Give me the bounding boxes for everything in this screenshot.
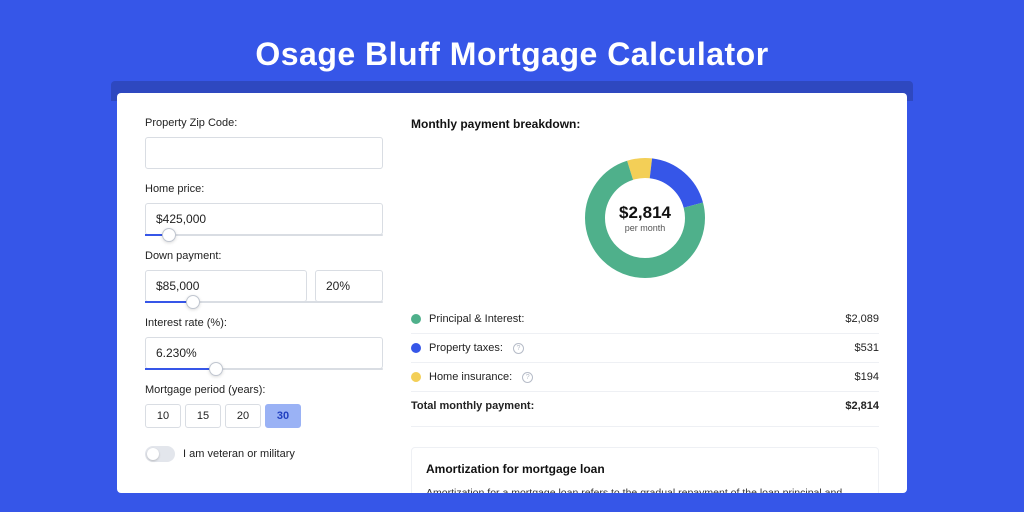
info-icon[interactable]: ? <box>522 372 533 383</box>
info-icon[interactable]: ? <box>513 343 524 354</box>
zip-group: Property Zip Code: <box>145 117 383 169</box>
legend-label: Property taxes: <box>429 342 503 354</box>
legend-value: $194 <box>855 371 879 383</box>
interest-input[interactable] <box>145 337 383 369</box>
interest-group: Interest rate (%): <box>145 317 383 370</box>
legend-value: $531 <box>855 342 879 354</box>
slider-thumb[interactable] <box>209 362 223 376</box>
legend-label: Home insurance: <box>429 371 512 383</box>
slider-thumb[interactable] <box>162 228 176 242</box>
legend-row: Principal & Interest: $2,089 <box>411 305 879 334</box>
home-price-group: Home price: <box>145 183 383 236</box>
down-payment-pct-input[interactable] <box>315 270 383 302</box>
page-title: Osage Bluff Mortgage Calculator <box>0 36 1024 73</box>
down-payment-slider[interactable] <box>145 301 383 303</box>
legend-row: Home insurance:? $194 <box>411 363 879 392</box>
total-label: Total monthly payment: <box>411 400 534 412</box>
amortization-heading: Amortization for mortgage loan <box>426 462 864 476</box>
period-button-20[interactable]: 20 <box>225 404 261 428</box>
veteran-label: I am veteran or military <box>183 448 295 460</box>
legend-label: Principal & Interest: <box>429 313 524 325</box>
down-payment-label: Down payment: <box>145 250 383 262</box>
period-button-15[interactable]: 15 <box>185 404 221 428</box>
legend-total-row: Total monthly payment: $2,814 <box>411 392 879 420</box>
amortization-card: Amortization for mortgage loan Amortizat… <box>411 447 879 493</box>
total-value: $2,814 <box>845 400 879 412</box>
calculator-card: Property Zip Code: Home price: Down paym… <box>117 93 907 493</box>
legend-row: Property taxes:? $531 <box>411 334 879 363</box>
home-price-input[interactable] <box>145 203 383 235</box>
home-price-slider[interactable] <box>145 234 383 236</box>
legend-value: $2,089 <box>845 313 879 325</box>
slider-thumb[interactable] <box>186 295 200 309</box>
toggle-knob <box>147 448 159 460</box>
donut-sub: per month <box>619 223 671 233</box>
zip-label: Property Zip Code: <box>145 117 383 129</box>
veteran-toggle[interactable] <box>145 446 175 462</box>
veteran-toggle-row: I am veteran or military <box>145 446 383 462</box>
amortization-body: Amortization for a mortgage loan refers … <box>426 486 864 493</box>
zip-input[interactable] <box>145 137 383 169</box>
breakdown-panel: Monthly payment breakdown: $2,814 per mo… <box>411 117 879 453</box>
legend-dot <box>411 314 421 324</box>
home-price-label: Home price: <box>145 183 383 195</box>
form-panel: Property Zip Code: Home price: Down paym… <box>145 117 383 453</box>
period-button-30[interactable]: 30 <box>265 404 301 428</box>
down-payment-group: Down payment: <box>145 250 383 303</box>
period-button-10[interactable]: 10 <box>145 404 181 428</box>
donut-amount: $2,814 <box>619 203 671 223</box>
donut-chart: $2,814 per month <box>411 143 879 293</box>
period-group: Mortgage period (years): 10152030 <box>145 384 383 428</box>
interest-slider[interactable] <box>145 368 383 370</box>
legend-dot <box>411 343 421 353</box>
legend-dot <box>411 372 421 382</box>
interest-label: Interest rate (%): <box>145 317 383 329</box>
down-payment-input[interactable] <box>145 270 307 302</box>
breakdown-title: Monthly payment breakdown: <box>411 117 879 131</box>
period-label: Mortgage period (years): <box>145 384 383 396</box>
legend-block: Principal & Interest: $2,089 Property taxe… <box>411 305 879 427</box>
